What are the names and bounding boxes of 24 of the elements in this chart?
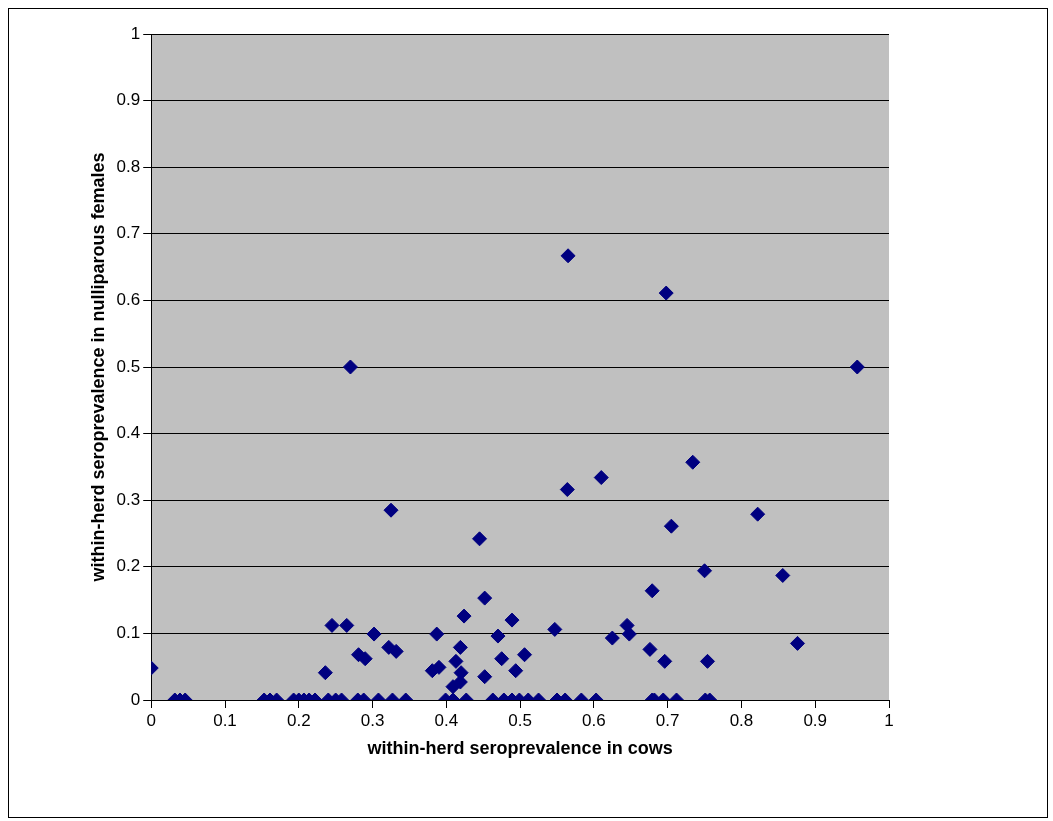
x-tick-label: 0.8 bbox=[729, 710, 754, 730]
x-tick-label: 0 bbox=[146, 710, 156, 730]
y-tick-label: 0.4 bbox=[116, 423, 141, 443]
y-axis-title: within-herd seroprevalence in nulliparous females bbox=[87, 152, 108, 583]
y-tick-label: 0.3 bbox=[116, 489, 141, 509]
y-tick-label: 0 bbox=[130, 689, 141, 709]
y-tick-label: 0.2 bbox=[116, 556, 141, 576]
y-tick-label: 0.5 bbox=[116, 356, 141, 376]
x-tick-label: 0.3 bbox=[360, 710, 385, 730]
x-tick-label: 1 bbox=[884, 710, 894, 730]
x-tick-label: 0.2 bbox=[286, 710, 311, 730]
y-tick-label: 0.7 bbox=[116, 223, 141, 243]
y-tick-label: 1 bbox=[130, 23, 141, 43]
x-tick-label: 0.5 bbox=[508, 710, 532, 730]
y-tick-label: 0.9 bbox=[116, 90, 141, 110]
x-axis-title: within-herd seroprevalence in cows bbox=[366, 738, 673, 759]
y-tick-label: 0.1 bbox=[116, 623, 141, 643]
y-tick-label: 0.6 bbox=[116, 290, 141, 310]
x-tick-label: 0.4 bbox=[434, 710, 459, 730]
x-tick-label: 0.1 bbox=[213, 710, 237, 730]
x-tick-label: 0.9 bbox=[803, 710, 828, 730]
y-tick-label: 0.8 bbox=[116, 156, 141, 176]
x-tick-label: 0.6 bbox=[582, 710, 606, 730]
x-tick-label: 0.7 bbox=[655, 710, 680, 730]
